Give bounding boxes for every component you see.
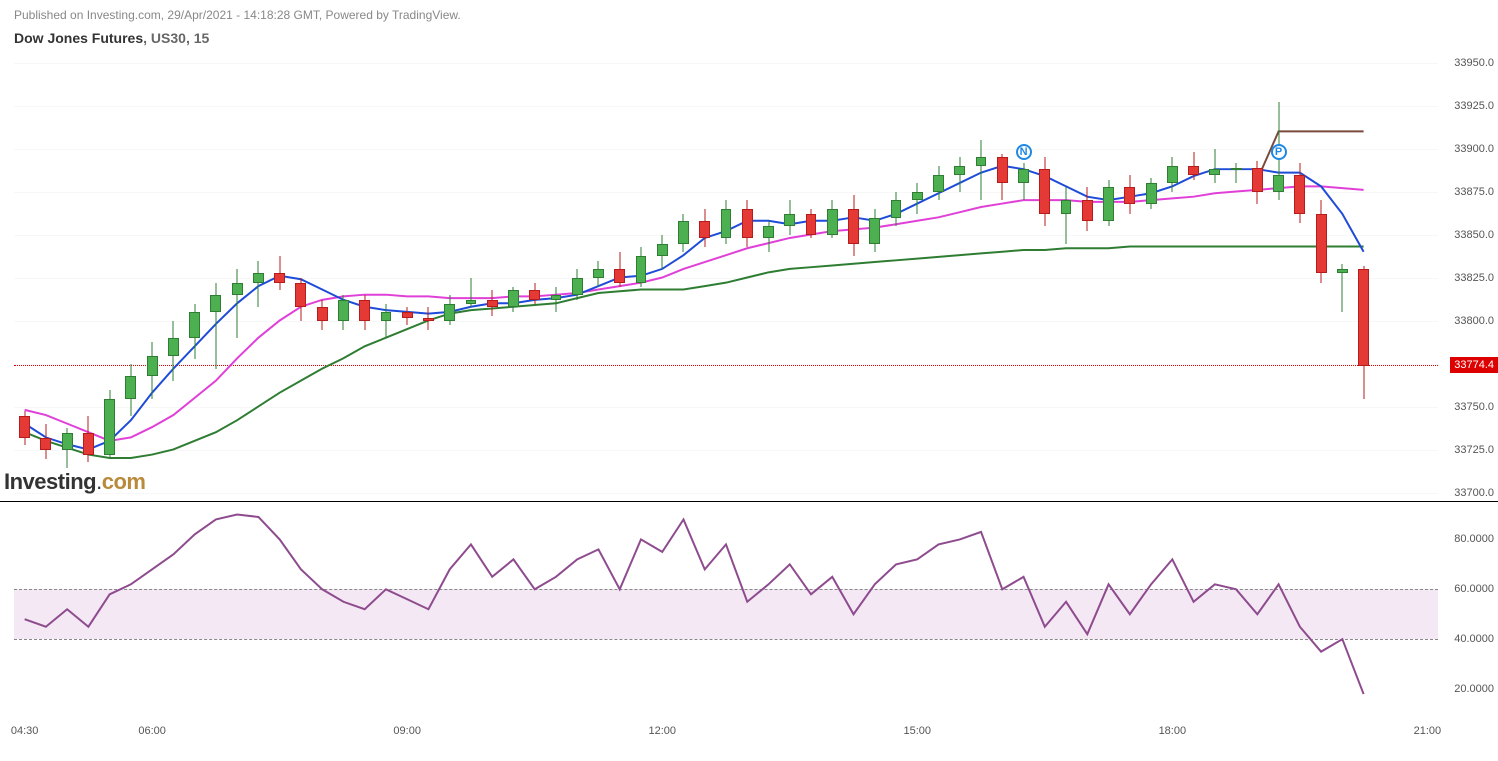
time-tick: 15:00: [904, 725, 932, 737]
price-tick: 33950.0: [1454, 57, 1494, 69]
rsi-plot-area: [14, 502, 1438, 719]
time-axis: 04:3006:0009:0012:0015:0018:0021:00: [14, 719, 1438, 749]
time-tick: 04:30: [11, 725, 39, 737]
time-tick: 18:00: [1159, 725, 1187, 737]
price-tick: 33875.0: [1454, 186, 1494, 198]
instrument-name: Dow Jones Futures: [14, 30, 143, 46]
chart-header: Published on Investing.com, 29/Apr/2021 …: [0, 0, 1498, 26]
rsi-indicator-chart[interactable]: 20.0000 40.0000 60.0000 80.0000: [0, 502, 1498, 719]
investing-logo: Investing.com: [4, 469, 145, 495]
price-axis: 33700.033725.033750.033775.033800.033825…: [1438, 54, 1498, 501]
rsi-tick: 60.0000: [1454, 583, 1494, 595]
time-tick: 06:00: [138, 725, 166, 737]
price-tick: 33900.0: [1454, 143, 1494, 155]
rsi-axis: 20.0000 40.0000 60.0000 80.0000: [1438, 502, 1498, 719]
price-tick: 33850.0: [1454, 229, 1494, 241]
chart-marker: P: [1271, 144, 1287, 160]
plot-area: NP: [14, 54, 1438, 501]
chart-title-row: Dow Jones Futures, US30, 15: [0, 26, 1498, 54]
price-tick: 33925.0: [1454, 100, 1494, 112]
rsi-tick: 40.0000: [1454, 633, 1494, 645]
rsi-tick: 80.0000: [1454, 533, 1494, 545]
instrument-symbol: US30: [151, 30, 186, 46]
time-tick: 21:00: [1414, 725, 1442, 737]
price-tick: 33825.0: [1454, 272, 1494, 284]
time-tick: 09:00: [393, 725, 421, 737]
timeframe: 15: [194, 30, 210, 46]
price-tick: 33700.0: [1454, 487, 1494, 499]
rsi-band-fill: [14, 589, 1438, 639]
main-price-chart[interactable]: 33700.033725.033750.033775.033800.033825…: [0, 54, 1498, 502]
time-tick: 12:00: [648, 725, 676, 737]
rsi-band-low-line: [14, 639, 1438, 640]
rsi-band-high-line: [14, 589, 1438, 590]
published-text: Published on Investing.com, 29/Apr/2021 …: [14, 8, 461, 22]
chart-container: 33700.033725.033750.033775.033800.033825…: [0, 54, 1498, 749]
price-tick: 33800.0: [1454, 315, 1494, 327]
current-price-tag: 33774.4: [1450, 357, 1498, 373]
chart-marker: N: [1016, 144, 1032, 160]
price-tick: 33725.0: [1454, 444, 1494, 456]
rsi-tick: 20.0000: [1454, 683, 1494, 695]
price-tick: 33750.0: [1454, 401, 1494, 413]
